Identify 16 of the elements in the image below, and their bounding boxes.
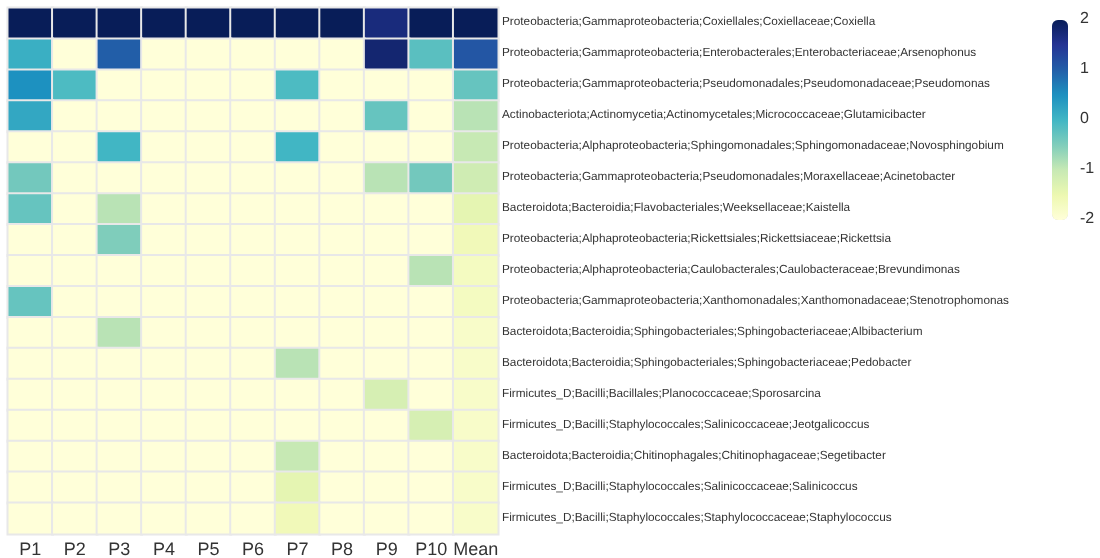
x-tick-label: P7 (286, 539, 309, 558)
color-bar-label: -2 (1080, 209, 1096, 227)
x-tick-label: P10 (415, 539, 448, 558)
x-tick-label: P5 (197, 539, 220, 558)
x-tick-label: P6 (241, 539, 265, 558)
x-tick-label: P2 (63, 539, 86, 558)
color-bar-label: 1 (1080, 59, 1090, 77)
x-tick-label: P4 (152, 539, 175, 558)
x-tick-label: P3 (108, 539, 131, 558)
x-tick-label: P1 (19, 539, 42, 558)
x-tick-label: Mean (453, 539, 499, 558)
color-bar-label: 2 (1080, 9, 1090, 27)
color-bar-label: -1 (1080, 159, 1096, 177)
x-tick-label: P8 (331, 539, 354, 558)
color-bar-label: 0 (1080, 109, 1090, 127)
x-tick-label: P9 (375, 539, 398, 558)
